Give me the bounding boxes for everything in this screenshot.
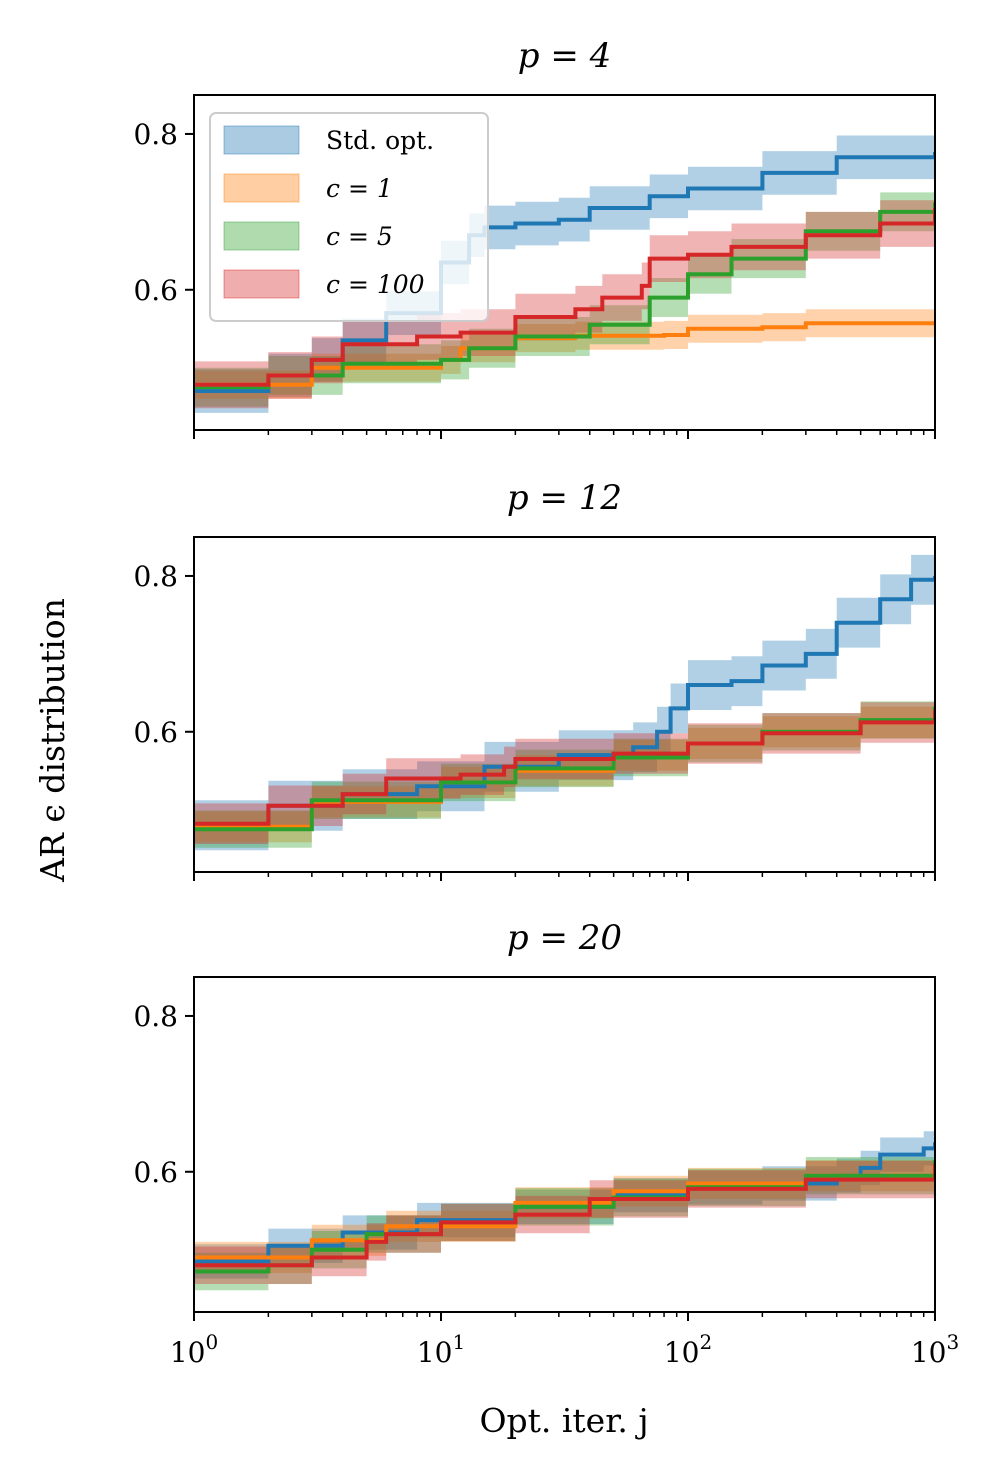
y-tick-label: 0.6 bbox=[133, 274, 178, 307]
band-c-100 bbox=[194, 184, 935, 409]
axes-frame bbox=[193, 536, 936, 873]
line-c-100 bbox=[194, 710, 935, 826]
y-tick-label: 0.8 bbox=[133, 1000, 178, 1033]
line-std-opt- bbox=[194, 576, 935, 828]
y-tick-label: 0.6 bbox=[133, 1156, 178, 1189]
x-tick-label: 101 bbox=[417, 1330, 465, 1369]
band-c-5 bbox=[194, 183, 935, 407]
y-axis-label: AR ϵ distribution bbox=[33, 598, 72, 883]
legend-label: c = 1 bbox=[326, 174, 393, 203]
x-axis-label: Opt. iter. j bbox=[479, 1401, 648, 1440]
panel-title: p = 12 bbox=[507, 478, 622, 518]
legend-swatch bbox=[223, 125, 300, 155]
legend-label: c = 100 bbox=[326, 270, 425, 299]
panel-2: 0.6 0.8 p = 12 bbox=[133, 478, 936, 881]
legend: Std. opt. c = 1 c = 5 c = 100 bbox=[209, 112, 489, 322]
line-c-100 bbox=[194, 208, 935, 387]
band-std-opt- bbox=[194, 551, 935, 851]
legend-swatch bbox=[223, 269, 300, 299]
axes-frame bbox=[193, 94, 936, 431]
band-c-1 bbox=[194, 309, 935, 399]
x-tick-label: 102 bbox=[664, 1330, 712, 1369]
y-tick-label: 0.8 bbox=[133, 118, 178, 151]
panel-title: p = 20 bbox=[507, 918, 622, 958]
x-tick-label: 103 bbox=[911, 1330, 959, 1369]
plot-area bbox=[194, 551, 935, 851]
legend-frame bbox=[209, 112, 489, 322]
y-tick-label: 0.8 bbox=[133, 560, 178, 593]
axes-frame bbox=[193, 976, 936, 1313]
panel-3: 0.6 0.8 p = 20 100 101 102 103 bbox=[133, 918, 959, 1369]
panel-title: p = 4 bbox=[518, 36, 612, 76]
line-c-100 bbox=[194, 1164, 935, 1268]
legend-swatch bbox=[223, 173, 300, 203]
panel-1: 0.6 0.8 p = 4 Std. opt. c = 1 c = 5 c = 100 bbox=[133, 36, 936, 439]
y-tick-label: 0.6 bbox=[133, 716, 178, 749]
x-tick-label: 100 bbox=[170, 1330, 218, 1369]
legend-label: c = 5 bbox=[326, 222, 393, 251]
legend-swatch bbox=[223, 221, 300, 251]
plot-area bbox=[194, 130, 935, 413]
plot-area bbox=[194, 1125, 935, 1291]
line-c-5 bbox=[194, 202, 935, 390]
legend-label: Std. opt. bbox=[326, 126, 434, 155]
